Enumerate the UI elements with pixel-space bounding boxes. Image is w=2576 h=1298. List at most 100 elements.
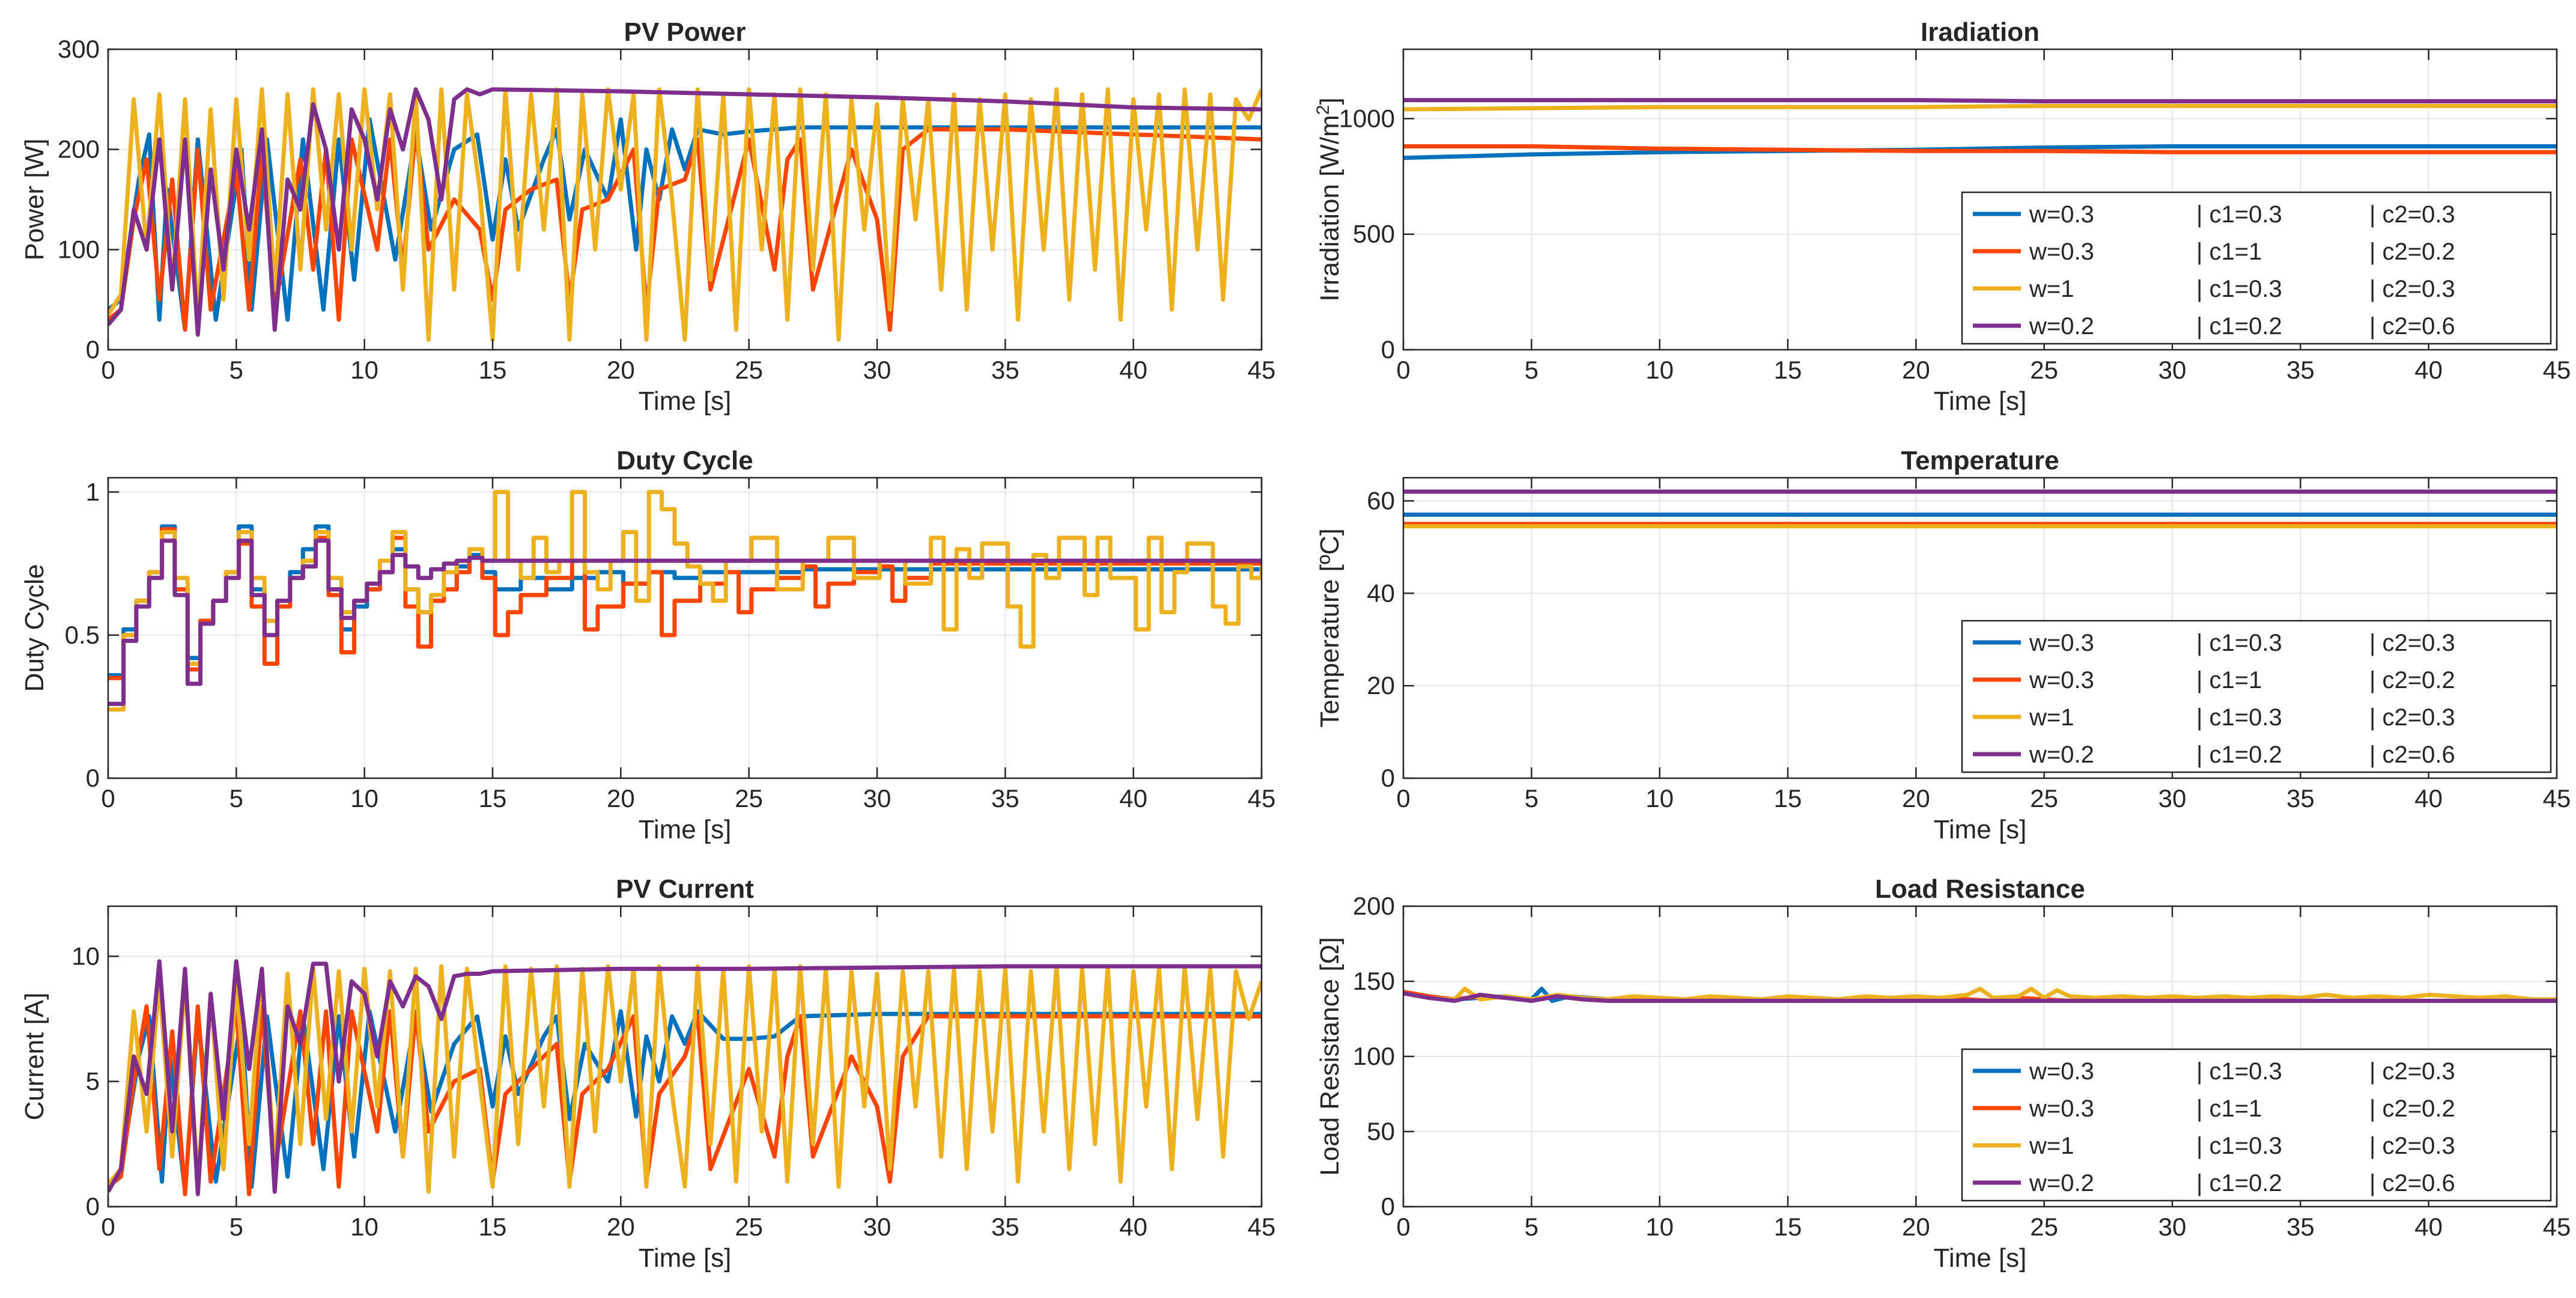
x-tick-label: 15 (1774, 784, 1802, 812)
x-tick-label: 45 (2543, 784, 2571, 812)
legend-entry-text: | c1=0.3 (2196, 704, 2282, 731)
x-tick-label: 45 (2543, 356, 2571, 384)
x-tick-label: 30 (2158, 784, 2187, 812)
panel-pv-current: 0 5 10 15 20 25 30 35 40 45 0 5 10 PV Current Time [s]… (20, 874, 1275, 1273)
legend-entry-text: | c2=0.6 (2369, 1170, 2455, 1196)
x-tick-label: 10 (350, 1213, 378, 1241)
legend-entry-text: w=1 (2029, 1133, 2074, 1159)
x-tick-label: 30 (2158, 1213, 2187, 1241)
legend-entry-text: w=0.3 (2029, 1058, 2094, 1085)
y-tick-label: 1 (86, 478, 100, 506)
legend-entry-text: w=0.3 (2029, 239, 2094, 265)
series-line-3 (108, 964, 1262, 1194)
x-tick-label: 10 (1645, 1213, 1674, 1241)
axes-frame (107, 905, 1263, 1208)
series-line-4 (108, 87, 1262, 337)
y-tick-label: 100 (58, 235, 100, 263)
y-tick-label: 500 (1353, 220, 1395, 248)
series-line-1 (108, 1009, 1262, 1194)
y-tick-label: 100 (1353, 1042, 1395, 1070)
legend-entry-text: | c2=0.3 (2369, 1133, 2455, 1159)
legend-entry-text: | c1=0.3 (2196, 1133, 2282, 1159)
x-axis-label: Time [s] (1934, 1243, 2027, 1273)
legend-entry-text: | c1=0.3 (2196, 201, 2282, 228)
x-tick-label: 40 (2414, 356, 2443, 384)
y-axis-label: Temperature [ºC] (1315, 528, 1344, 728)
legend-entry-text: | c2=0.3 (2369, 704, 2455, 731)
x-tick-label: 35 (2286, 1213, 2315, 1241)
y-tick-label: 0 (86, 335, 100, 364)
y-axis-label: Current [A] (20, 993, 49, 1121)
x-tick-label: 5 (229, 784, 243, 812)
x-tick-label: 35 (991, 356, 1019, 384)
legend-entry-text: | c2=0.3 (2369, 276, 2455, 302)
y-tick-label: 150 (1353, 967, 1395, 995)
y-tick-label: 0 (1381, 335, 1395, 364)
legend-entry-text: | c1=0.2 (2196, 1170, 2282, 1196)
x-tick-label: 45 (1248, 1213, 1276, 1241)
chart-title: PV Power (624, 17, 746, 47)
legend-box (1961, 1048, 2552, 1202)
y-tick-label: 300 (58, 35, 100, 63)
y-axis-label: Load Resistance [Ω] (1315, 937, 1344, 1175)
x-axis-label: Time [s] (1934, 815, 2027, 844)
x-tick-label: 35 (2286, 784, 2315, 812)
y-tick-label: 0 (86, 1192, 100, 1220)
panel-duty-cycle: 0 5 10 15 20 25 30 35 40 45 0 0.5 1 Duty Cycle Time [s… (20, 446, 1275, 844)
y-tick-label: 1000 (1339, 104, 1395, 132)
axes-frame (1402, 477, 2558, 779)
x-tick-label: 45 (2543, 1213, 2571, 1241)
y-tick-label: 0.5 (65, 621, 100, 649)
series-line-4 (1403, 991, 2557, 1003)
x-tick-label: 20 (607, 784, 635, 812)
legend-entry-text: | c1=0.2 (2196, 742, 2282, 768)
legend-entry-text: w=0.3 (2029, 667, 2094, 693)
legend: w=0.3 | c1=0.3 | c2=0.3 w=0.3 | c1=1 | c2=0.2… (1961, 620, 2552, 773)
y-tick-label: 0 (86, 764, 100, 792)
x-axis-label: Time [s] (639, 815, 732, 844)
y-tick-label: 200 (1353, 892, 1395, 920)
legend-entry-text: | c2=0.2 (2369, 667, 2455, 693)
panel-irradiation: 0 5 10 15 20 25 30 35 40 45 0 500 1000 Iradiation Time… (1313, 17, 2571, 416)
y-axis-label: Irradiation [W/m2] (1313, 97, 1344, 301)
legend-entry-text: | c1=0.3 (2196, 1058, 2282, 1085)
panel-temperature: 0 5 10 15 20 25 30 35 40 45 0 20 40 60 Temperature Time… (1315, 446, 2571, 844)
x-tick-label: 5 (229, 1213, 243, 1241)
panel-load-resistance: 0 5 10 15 20 25 30 35 40 45 0 50 100 150 200 Load Resis… (1315, 874, 2571, 1273)
x-tick-label: 0 (1396, 356, 1410, 384)
legend-entry-text: w=0.3 (2029, 630, 2094, 656)
chart-title: Temperature (1901, 446, 2059, 475)
x-tick-label: 40 (1119, 356, 1147, 384)
x-tick-label: 30 (863, 1213, 892, 1241)
series-line-3 (108, 87, 1262, 342)
x-tick-label: 45 (1248, 356, 1276, 384)
x-tick-label: 15 (1774, 1213, 1802, 1241)
x-tick-label: 10 (1645, 356, 1674, 384)
legend-entry-text: w=0.3 (2029, 1095, 2094, 1122)
x-tick-label: 30 (863, 356, 892, 384)
y-axis-label: Power [W] (20, 139, 49, 261)
x-tick-label: 5 (1525, 784, 1539, 812)
x-tick-label: 25 (2030, 1213, 2058, 1241)
x-tick-label: 0 (101, 1213, 115, 1241)
legend-entry-text: | c1=1 (2196, 1095, 2262, 1122)
x-tick-label: 30 (2158, 356, 2187, 384)
y-tick-label: 50 (1367, 1117, 1395, 1145)
x-tick-label: 5 (1525, 1213, 1539, 1241)
x-axis-label: Time [s] (639, 1243, 732, 1273)
legend-entry-text: w=1 (2029, 276, 2074, 302)
legend-entry-text: | c1=1 (2196, 239, 2262, 265)
x-tick-label: 40 (1119, 784, 1147, 812)
y-axis-label: Duty Cycle (20, 564, 49, 692)
legend: w=0.3 | c1=0.3 | c2=0.3 w=0.3 | c1=1 | c2=0.2… (1961, 1048, 2552, 1202)
x-tick-label: 20 (607, 356, 635, 384)
x-tick-label: 0 (101, 784, 115, 812)
x-tick-label: 5 (229, 356, 243, 384)
x-tick-label: 10 (1645, 784, 1674, 812)
legend-box (1961, 191, 2552, 345)
x-tick-label: 25 (2030, 356, 2058, 384)
x-tick-label: 25 (735, 784, 763, 812)
x-tick-label: 35 (2286, 356, 2315, 384)
chart-title: Load Resistance (1875, 874, 2085, 904)
x-tick-label: 40 (2414, 1213, 2443, 1241)
